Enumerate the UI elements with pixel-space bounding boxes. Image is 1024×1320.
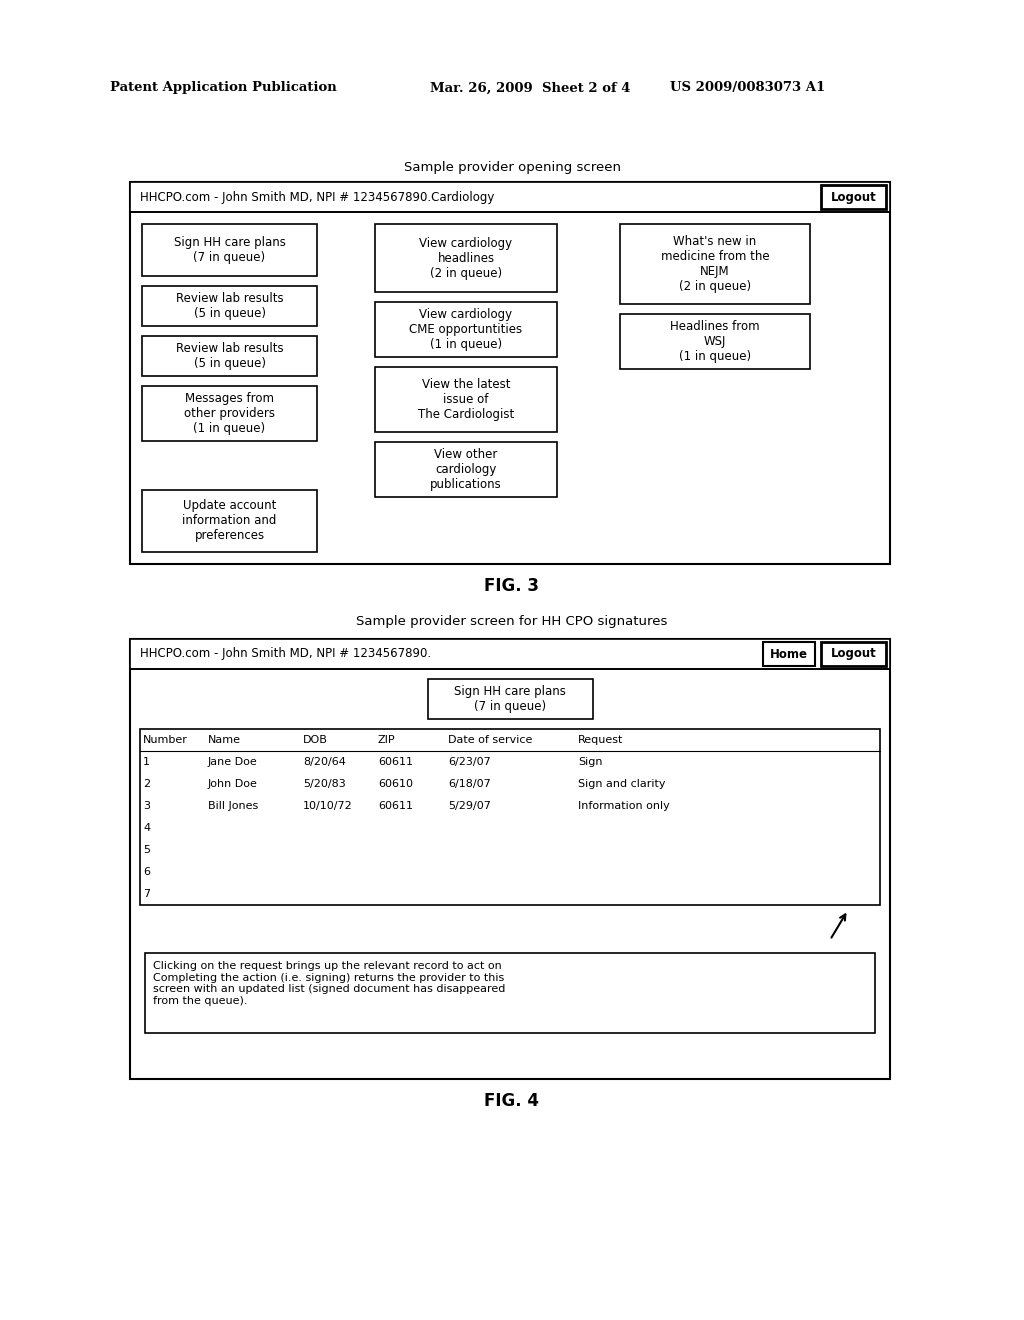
Text: Sample provider opening screen: Sample provider opening screen xyxy=(403,161,621,174)
Bar xyxy=(142,385,317,441)
Text: 6: 6 xyxy=(143,867,150,876)
Text: Mar. 26, 2009  Sheet 2 of 4: Mar. 26, 2009 Sheet 2 of 4 xyxy=(430,82,631,95)
Text: Headlines from
WSJ
(1 in queue): Headlines from WSJ (1 in queue) xyxy=(670,319,760,363)
Text: Patent Application Publication: Patent Application Publication xyxy=(110,82,337,95)
Text: Logout: Logout xyxy=(830,648,877,660)
Bar xyxy=(375,224,557,292)
Bar xyxy=(142,286,317,326)
Text: HHCPO.com - John Smith MD, NPI # 1234567890.Cardiology: HHCPO.com - John Smith MD, NPI # 1234567… xyxy=(140,190,495,203)
Bar xyxy=(375,302,557,356)
Text: 2: 2 xyxy=(143,779,151,789)
Text: 10/10/72: 10/10/72 xyxy=(303,801,352,810)
Text: FIG. 3: FIG. 3 xyxy=(484,577,540,595)
Bar xyxy=(142,490,317,552)
Bar xyxy=(821,642,886,667)
Text: 1: 1 xyxy=(143,756,150,767)
Text: DOB: DOB xyxy=(303,735,328,744)
Bar xyxy=(620,314,810,370)
Text: Date of service: Date of service xyxy=(449,735,532,744)
Text: Logout: Logout xyxy=(830,190,877,203)
Text: Clicking on the request brings up the relevant record to act on
Completing the a: Clicking on the request brings up the re… xyxy=(153,961,506,1006)
Text: 6/23/07: 6/23/07 xyxy=(449,756,490,767)
Text: John Doe: John Doe xyxy=(208,779,258,789)
Text: View other
cardiology
publications: View other cardiology publications xyxy=(430,447,502,491)
Bar xyxy=(821,185,886,209)
Bar xyxy=(620,224,810,304)
Bar xyxy=(142,224,317,276)
Text: Request: Request xyxy=(578,735,624,744)
Text: Jane Doe: Jane Doe xyxy=(208,756,258,767)
Text: HHCPO.com - John Smith MD, NPI # 1234567890.: HHCPO.com - John Smith MD, NPI # 1234567… xyxy=(140,648,431,660)
Text: 8/20/64: 8/20/64 xyxy=(303,756,346,767)
Text: 5/20/83: 5/20/83 xyxy=(303,779,346,789)
Text: 4: 4 xyxy=(143,822,151,833)
Text: 60610: 60610 xyxy=(378,779,413,789)
Text: Sign: Sign xyxy=(578,756,602,767)
Text: Sample provider screen for HH CPO signatures: Sample provider screen for HH CPO signat… xyxy=(356,615,668,627)
Bar xyxy=(130,639,890,1078)
Text: Bill Jones: Bill Jones xyxy=(208,801,258,810)
Text: 60611: 60611 xyxy=(378,801,413,810)
Text: View the latest
issue of
The Cardiologist: View the latest issue of The Cardiologis… xyxy=(418,378,514,421)
Text: 6/18/07: 6/18/07 xyxy=(449,779,490,789)
Text: Information only: Information only xyxy=(578,801,670,810)
Text: What's new in
medicine from the
NEJM
(2 in queue): What's new in medicine from the NEJM (2 … xyxy=(660,235,769,293)
Text: Sign HH care plans
(7 in queue): Sign HH care plans (7 in queue) xyxy=(173,236,286,264)
Text: Number: Number xyxy=(143,735,187,744)
Text: Name: Name xyxy=(208,735,241,744)
Text: 5/29/07: 5/29/07 xyxy=(449,801,490,810)
Bar xyxy=(763,642,815,667)
Text: US 2009/0083073 A1: US 2009/0083073 A1 xyxy=(670,82,825,95)
Bar xyxy=(145,953,874,1034)
Text: Home: Home xyxy=(770,648,808,660)
Text: Review lab results
(5 in queue): Review lab results (5 in queue) xyxy=(176,292,284,319)
Bar xyxy=(130,182,890,564)
Text: 5: 5 xyxy=(143,845,150,855)
Text: Update account
information and
preferences: Update account information and preferenc… xyxy=(182,499,276,543)
Text: Sign and clarity: Sign and clarity xyxy=(578,779,666,789)
Bar xyxy=(130,182,890,213)
Bar xyxy=(375,442,557,498)
Text: ZIP: ZIP xyxy=(378,735,395,744)
Bar xyxy=(140,729,880,906)
Text: 3: 3 xyxy=(143,801,150,810)
Text: View cardiology
CME opportuntities
(1 in queue): View cardiology CME opportuntities (1 in… xyxy=(410,308,522,351)
Text: 60611: 60611 xyxy=(378,756,413,767)
Bar xyxy=(375,367,557,432)
Bar xyxy=(142,337,317,376)
Text: View cardiology
headlines
(2 in queue): View cardiology headlines (2 in queue) xyxy=(420,236,513,280)
Text: Sign HH care plans
(7 in queue): Sign HH care plans (7 in queue) xyxy=(454,685,566,713)
Text: FIG. 4: FIG. 4 xyxy=(484,1092,540,1110)
Bar xyxy=(130,639,890,669)
Text: Review lab results
(5 in queue): Review lab results (5 in queue) xyxy=(176,342,284,370)
Text: 7: 7 xyxy=(143,888,151,899)
Bar xyxy=(427,678,593,719)
Text: Messages from
other providers
(1 in queue): Messages from other providers (1 in queu… xyxy=(184,392,275,436)
